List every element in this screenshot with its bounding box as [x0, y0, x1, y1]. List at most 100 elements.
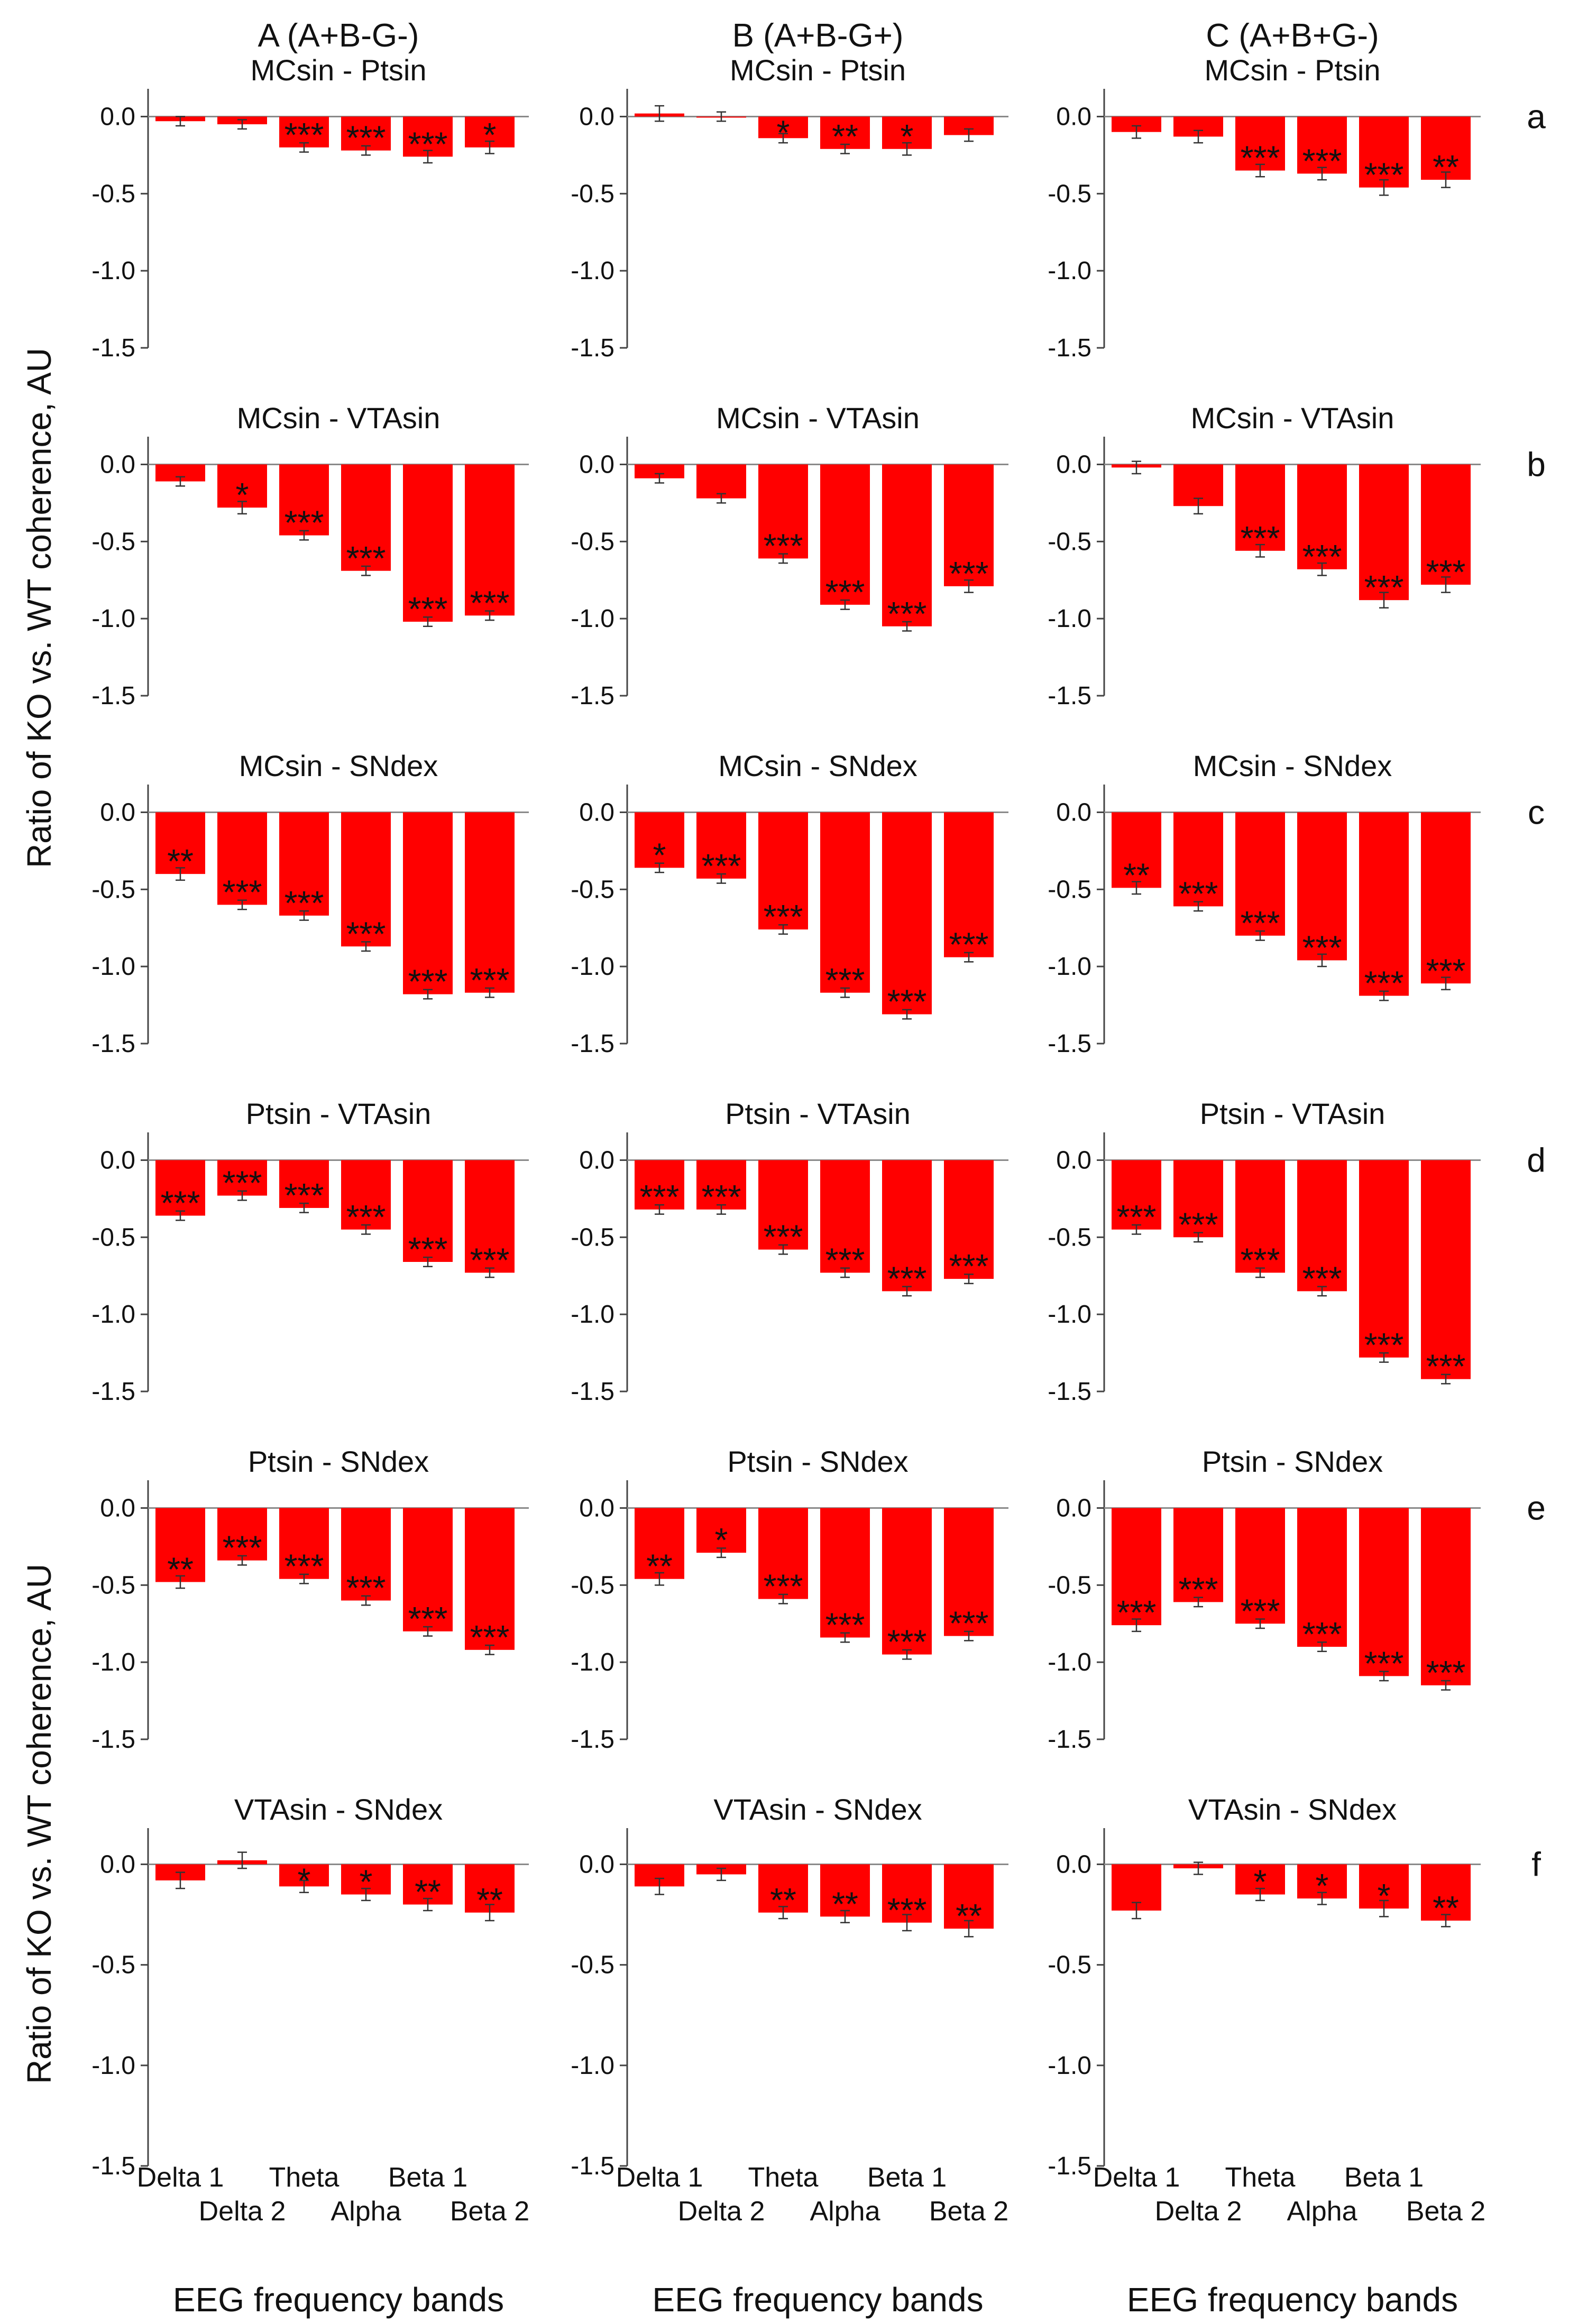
- bar-delta-1: [635, 1160, 684, 1210]
- band-label: Beta 2: [450, 2196, 529, 2227]
- bar-beta-1: [403, 812, 453, 994]
- significance-stars: *: [901, 117, 914, 155]
- y-tick-label: 0.0: [1056, 1495, 1091, 1523]
- band-label: Theta: [748, 2162, 819, 2193]
- significance-stars: ***: [1426, 952, 1466, 990]
- y-tick-label: 0.0: [579, 451, 614, 479]
- significance-stars: **: [956, 1897, 982, 1935]
- panel-d-0: Ptsin - VTAsin 0.0 -0.5 -1.0 -1.5 *** *** *** **…: [91, 1097, 529, 1406]
- y-tick-label: -0.5: [91, 1223, 135, 1251]
- panel-title: MCsin - Ptsin: [251, 53, 427, 87]
- significance-stars: ***: [1302, 1259, 1342, 1297]
- y-tick-label: -1.0: [571, 605, 614, 633]
- y-tick-label: -1.5: [1048, 334, 1091, 362]
- bar-alpha: [1297, 812, 1347, 961]
- y-tick-label: -0.5: [1048, 875, 1091, 903]
- band-label: Theta: [1225, 2162, 1296, 2193]
- significance-stars: ***: [285, 1176, 324, 1214]
- column-title-0: A (A+B-G-): [258, 17, 419, 54]
- bar-beta-2: [1421, 116, 1471, 180]
- column-title-2: C (A+B+G-): [1206, 17, 1379, 54]
- bar-alpha: [341, 1508, 391, 1601]
- bar-beta-2: [944, 812, 994, 957]
- y-tick-label: -1.0: [91, 605, 135, 633]
- y-tick-label: -1.5: [571, 1378, 614, 1406]
- band-label: Beta 1: [1344, 2162, 1424, 2193]
- bar-theta: [758, 464, 808, 559]
- significance-stars: *: [653, 836, 666, 874]
- significance-stars: *: [360, 1863, 373, 1901]
- band-label: Delta 1: [1093, 2162, 1180, 2193]
- panel-d-2: Ptsin - VTAsin 0.0 -0.5 -1.0 -1.5 *** *** *** **…: [1048, 1097, 1481, 1406]
- panel-title: MCsin - VTAsin: [716, 401, 920, 435]
- significance-stars: ***: [887, 1891, 927, 1929]
- bar-delta-2: [696, 1160, 746, 1210]
- bar-delta-1: [635, 1508, 684, 1579]
- y-tick-label: -0.5: [571, 1571, 614, 1599]
- significance-stars: **: [1433, 1889, 1459, 1927]
- bar-beta-1: [882, 464, 932, 626]
- y-tick-label: -1.5: [91, 1378, 135, 1406]
- bar-beta-1: [1359, 116, 1409, 188]
- bar-alpha: [1297, 1160, 1347, 1292]
- y-tick-label: -1.0: [571, 953, 614, 981]
- bar-theta: [279, 1160, 329, 1208]
- significance-stars: ***: [1179, 874, 1218, 912]
- significance-stars: ***: [1117, 1198, 1157, 1236]
- axis-titles: Ratio of KO vs. WT coherence, AU Ratio of…: [20, 348, 1458, 2319]
- bar-theta: [758, 1160, 808, 1250]
- significance-stars: ***: [825, 1241, 865, 1279]
- bar-alpha: [341, 464, 391, 571]
- significance-stars: ***: [285, 1547, 324, 1585]
- significance-stars: ***: [346, 539, 386, 577]
- significance-stars: *: [715, 1521, 728, 1559]
- y-tick-label: 0.0: [1056, 451, 1091, 479]
- significance-stars: ***: [285, 504, 324, 542]
- bar-delta-1: [155, 1160, 205, 1216]
- panel-title: MCsin - SNdex: [1193, 749, 1392, 782]
- bar-beta-1: [403, 464, 453, 622]
- y-tick-label: -0.5: [91, 528, 135, 556]
- significance-stars: ***: [1241, 139, 1280, 177]
- y-tick-label: 0.0: [100, 103, 135, 131]
- band-label: Beta 2: [929, 2196, 1008, 2227]
- bar-delta-1: [155, 1508, 205, 1582]
- bar-theta: [1235, 464, 1285, 551]
- band-label: Beta 1: [388, 2162, 467, 2193]
- significance-stars: ***: [1364, 568, 1404, 606]
- bar-theta: [758, 1864, 808, 1913]
- panel-e-2: Ptsin - SNdex 0.0 -0.5 -1.0 -1.5 *** *** *** ***…: [1048, 1445, 1481, 1754]
- significance-stars: ***: [887, 595, 927, 633]
- significance-stars: ***: [1426, 553, 1466, 591]
- y-tick-label: -1.5: [1048, 1030, 1091, 1058]
- significance-stars: ***: [1302, 1615, 1342, 1653]
- bar-alpha: [341, 812, 391, 947]
- significance-stars: ***: [408, 963, 448, 1001]
- significance-stars: ***: [825, 1606, 865, 1644]
- panel-title: Ptsin - SNdex: [248, 1445, 429, 1478]
- x-axis-title-1: EEG frequency bands: [652, 2281, 983, 2319]
- y-tick-label: -1.0: [91, 1301, 135, 1329]
- panel-title: MCsin - VTAsin: [1191, 401, 1394, 435]
- significance-stars: ***: [1302, 142, 1342, 180]
- y-tick-label: -1.0: [571, 257, 614, 285]
- row-letter-b: b: [1527, 446, 1546, 484]
- significance-stars: ***: [764, 527, 803, 565]
- significance-stars: **: [476, 1881, 503, 1919]
- significance-stars: ***: [470, 961, 510, 999]
- bar-beta-2: [1421, 464, 1471, 585]
- bar-beta-2: [465, 1508, 515, 1650]
- row-letter-d: d: [1527, 1141, 1546, 1179]
- y-tick-label: 0.0: [100, 451, 135, 479]
- bar-alpha: [820, 116, 870, 149]
- bar-delta-1: [635, 812, 684, 868]
- y-tick-label: -1.0: [571, 2052, 614, 2080]
- significance-stars: **: [1433, 148, 1459, 186]
